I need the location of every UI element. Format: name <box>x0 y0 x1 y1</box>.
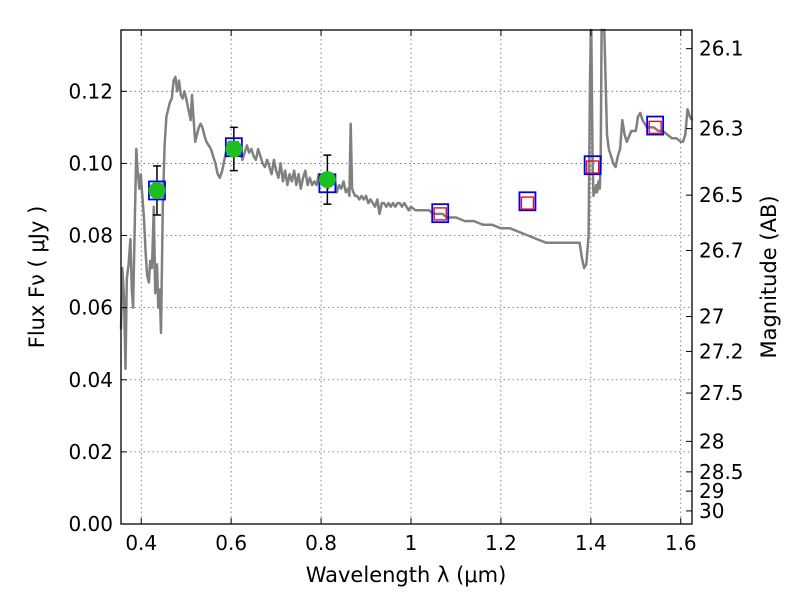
y-tick-label: 0.08 <box>68 224 113 248</box>
mag-tick-label: 26.1 <box>699 37 744 61</box>
mag-tick-label: 30 <box>699 499 724 523</box>
mag-tick-label: 29 <box>699 479 724 503</box>
y-tick-label: 0.02 <box>68 440 113 464</box>
y-tick-label: 0.12 <box>68 79 113 103</box>
y-tick-label: 0.04 <box>68 368 113 392</box>
x-tick-label: 1 <box>405 531 418 555</box>
model-flux-box <box>431 203 450 224</box>
model-spectrum <box>119 28 694 371</box>
x-tick-label: 0.8 <box>305 531 337 555</box>
y-tick-label: 0.06 <box>68 296 113 320</box>
mag-tick-label: 28 <box>699 429 724 453</box>
x-tick-label: 1.2 <box>485 531 517 555</box>
predicted-flux-box <box>433 207 447 221</box>
predicted-flux-box <box>648 120 662 135</box>
y-axis-label: Flux Fν ( μJy ) <box>25 206 49 349</box>
mag-tick-label: 26.7 <box>699 238 744 262</box>
mag-tick-label: 27.5 <box>699 381 744 405</box>
x-axis-label: Wavelength λ (μm) <box>306 563 507 587</box>
y-axis-right-label: Magnitude (AB) <box>757 195 781 358</box>
mag-tick-label: 26.3 <box>699 117 744 141</box>
axis-ticks: 0.4 0.6 0.8 1 1.2 1.4 1.6 0.00 0.02 0.04 0.06 0.08 0… <box>68 30 744 555</box>
model-spectrum-line <box>119 28 694 371</box>
x-tick-label: 1.4 <box>575 531 607 555</box>
predicted-flux-box <box>520 196 535 210</box>
model-flux-box <box>646 115 665 136</box>
mag-tick-label: 26.5 <box>699 183 744 207</box>
y-tick-label: 0.10 <box>68 151 113 175</box>
x-tick-label: 1.6 <box>665 531 697 555</box>
predicted-flux-box <box>585 160 600 174</box>
model-flux-box <box>518 191 537 212</box>
mag-tick-label: 27 <box>699 305 724 329</box>
observed-flux-point <box>318 171 336 189</box>
y-tick-label: 0.00 <box>68 512 113 536</box>
plot-frame <box>120 29 693 525</box>
mag-tick-label: 28.5 <box>699 460 744 484</box>
mag-tick-label: 27.2 <box>699 339 744 363</box>
observed-flux-point <box>225 140 243 158</box>
x-tick-label: 0.4 <box>125 531 157 555</box>
photometry-points <box>148 115 665 224</box>
x-tick-label: 0.6 <box>215 531 247 555</box>
model-flux-box <box>583 155 602 176</box>
observed-flux-point <box>148 181 166 199</box>
